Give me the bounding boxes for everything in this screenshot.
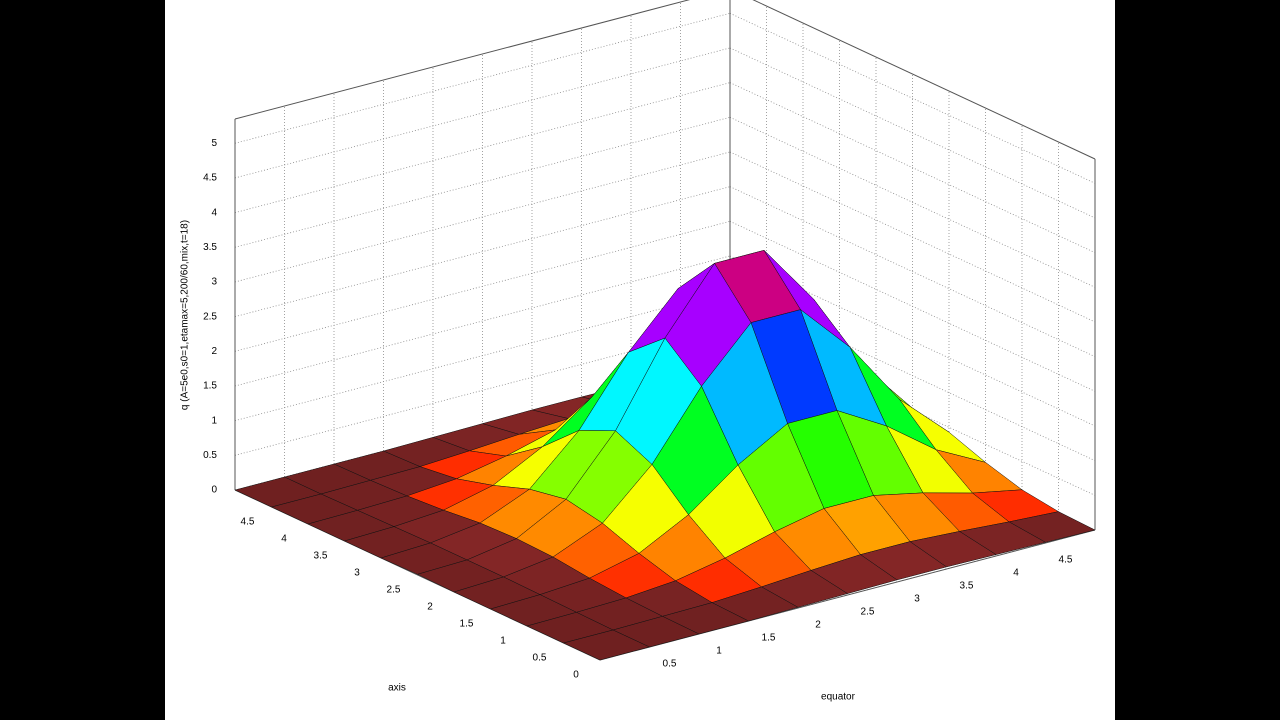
grid-line xyxy=(729,151,1096,323)
y-tick-label: 4 xyxy=(1013,568,1019,579)
grid-line xyxy=(729,186,1096,357)
z-tick-label: 0.5 xyxy=(203,450,217,461)
y-tick-label: 2.5 xyxy=(861,607,875,618)
grid-line xyxy=(234,12,731,144)
y-tick-label: 0.5 xyxy=(663,659,677,670)
grid-line xyxy=(234,116,731,248)
chart: axis equator q (A=5e0,s0=1,etamax=5,200/… xyxy=(165,0,1115,720)
x-tick-label: 4.5 xyxy=(241,517,255,528)
x-tick-label: 0 xyxy=(573,670,579,681)
grid-line xyxy=(234,82,731,214)
z-tick-label: 2 xyxy=(211,346,217,357)
z-tick-label: 0 xyxy=(211,485,217,496)
x-tick-label: 2 xyxy=(427,602,433,613)
grid-line xyxy=(729,255,1096,427)
z-tick-label: 1.5 xyxy=(203,381,217,392)
z-tick-label: 3 xyxy=(211,277,217,288)
x-tick-label: 3.5 xyxy=(314,551,328,562)
y-tick-label: 3 xyxy=(914,594,920,605)
y-tick-label: 1.5 xyxy=(762,633,776,644)
x-tick-label: 1.5 xyxy=(460,619,474,630)
grid-line xyxy=(234,255,731,387)
grid-line xyxy=(729,82,1096,253)
z-tick-label: 4 xyxy=(211,207,217,218)
y-axis-label: equator xyxy=(821,692,856,703)
box-edge xyxy=(752,0,1096,160)
x-tick-label: 0.5 xyxy=(533,653,547,664)
z-axis-label: q (A=5e0,s0=1,etamax=5,200/60,mix,t=18) xyxy=(180,220,191,410)
y-tick-label: 2 xyxy=(815,620,821,631)
x-tick-label: 4 xyxy=(281,534,287,545)
surface-cell xyxy=(562,629,651,661)
z-tick-label: 4.5 xyxy=(203,173,217,184)
z-tick-label: 5 xyxy=(211,138,217,149)
y-tick-label: 1 xyxy=(716,646,722,657)
x-axis-label: axis xyxy=(388,683,406,694)
x-tick-label: 1 xyxy=(500,636,506,647)
z-tick-label: 2.5 xyxy=(203,311,217,322)
grid-line xyxy=(234,186,731,318)
box-edge xyxy=(234,0,691,120)
grid-line xyxy=(234,151,731,283)
x-tick-label: 3 xyxy=(354,568,360,579)
y-tick-label: 3.5 xyxy=(960,581,974,592)
z-tick-label: 3.5 xyxy=(203,242,217,253)
x-tick-label: 2.5 xyxy=(387,585,401,596)
grid-line xyxy=(729,12,1096,184)
z-tick-label: 1 xyxy=(211,415,217,426)
y-tick-label: 4.5 xyxy=(1059,555,1073,566)
grid-line xyxy=(729,116,1096,288)
